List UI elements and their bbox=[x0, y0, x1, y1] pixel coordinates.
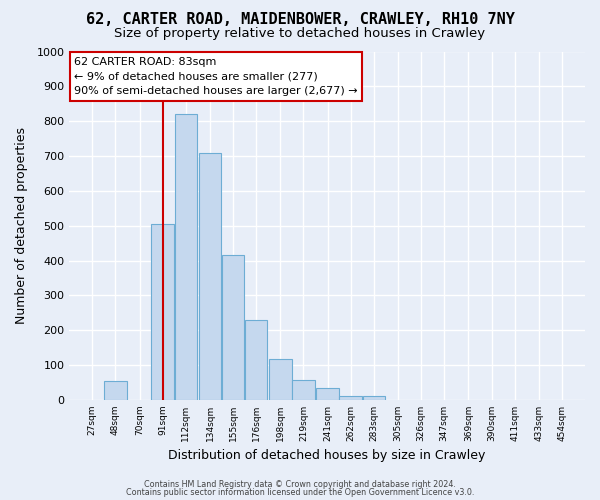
Text: Contains public sector information licensed under the Open Government Licence v3: Contains public sector information licen… bbox=[126, 488, 474, 497]
Bar bbox=[151, 224, 174, 400]
Text: Size of property relative to detached houses in Crawley: Size of property relative to detached ho… bbox=[115, 28, 485, 40]
Y-axis label: Number of detached properties: Number of detached properties bbox=[15, 127, 28, 324]
Bar bbox=[269, 359, 292, 400]
Bar bbox=[222, 256, 244, 400]
Bar bbox=[104, 381, 127, 400]
X-axis label: Distribution of detached houses by size in Crawley: Distribution of detached houses by size … bbox=[169, 450, 486, 462]
Text: 62, CARTER ROAD, MAIDENBOWER, CRAWLEY, RH10 7NY: 62, CARTER ROAD, MAIDENBOWER, CRAWLEY, R… bbox=[86, 12, 514, 28]
Bar bbox=[340, 396, 362, 400]
Bar bbox=[175, 114, 197, 400]
Bar bbox=[316, 388, 339, 400]
Text: Contains HM Land Registry data © Crown copyright and database right 2024.: Contains HM Land Registry data © Crown c… bbox=[144, 480, 456, 489]
Text: 62 CARTER ROAD: 83sqm
← 9% of detached houses are smaller (277)
90% of semi-deta: 62 CARTER ROAD: 83sqm ← 9% of detached h… bbox=[74, 56, 358, 96]
Bar bbox=[245, 320, 268, 400]
Bar bbox=[199, 152, 221, 400]
Bar bbox=[362, 396, 385, 400]
Bar bbox=[292, 380, 315, 400]
